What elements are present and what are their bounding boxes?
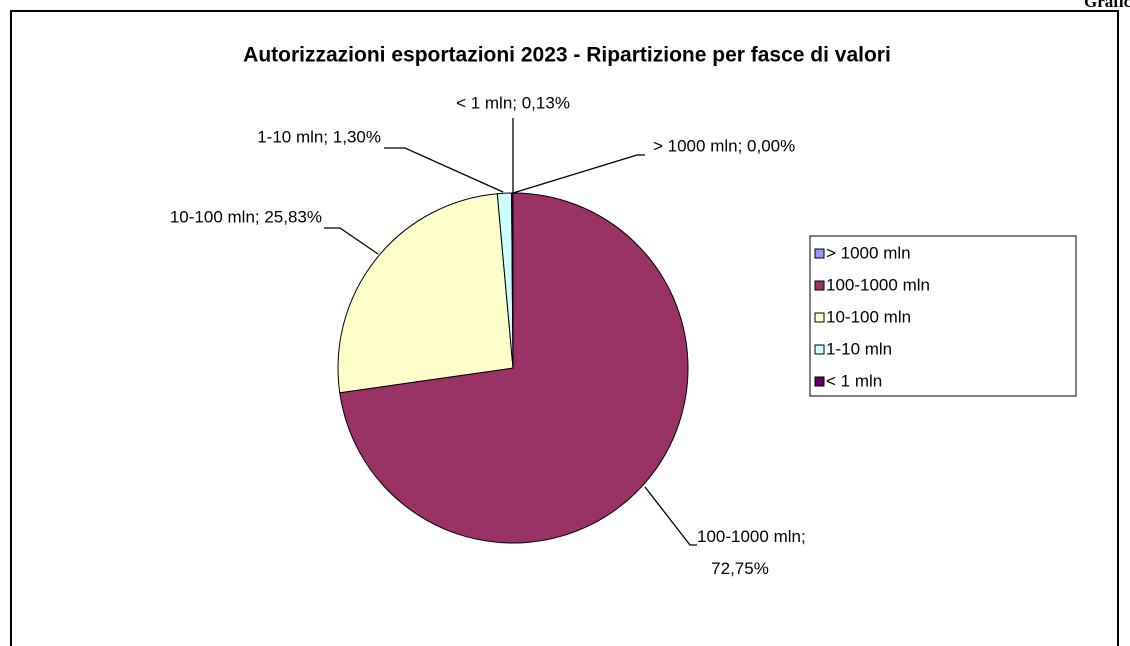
legend-label: 100-1000 mln bbox=[826, 275, 930, 294]
header: Grafico 1 bbox=[1084, 0, 1130, 11]
data-label-line: 72,75% bbox=[711, 559, 769, 578]
legend-swatch bbox=[814, 312, 825, 323]
legend-label: 10-100 mln bbox=[826, 307, 911, 326]
legend-label: > 1000 mln bbox=[826, 243, 911, 262]
legend-swatch bbox=[814, 344, 825, 355]
leader-line bbox=[512, 154, 645, 194]
data-label: < 1 mln; 0,13% bbox=[456, 93, 570, 112]
data-label: 100-1000 mln; 72,75% bbox=[697, 527, 806, 578]
legend-swatch bbox=[814, 280, 825, 291]
data-label: > 1000 mln; 0,00% bbox=[653, 136, 795, 155]
legend-label: < 1 mln bbox=[826, 371, 882, 390]
data-label-line: 100-1000 mln; bbox=[697, 527, 806, 546]
data-label: 1-10 mln; 1,30% bbox=[257, 127, 381, 146]
legend-swatch bbox=[814, 376, 825, 387]
legend-swatch bbox=[814, 248, 825, 259]
legend-label: 1-10 mln bbox=[826, 339, 892, 358]
pie-slice bbox=[339, 192, 689, 544]
data-label: 10-100 mln; 25,83% bbox=[170, 207, 322, 226]
leader-line bbox=[324, 227, 379, 255]
legend-box bbox=[809, 235, 1077, 397]
leader-line bbox=[384, 147, 504, 193]
pie-slice bbox=[337, 193, 514, 394]
chart-frame bbox=[10, 10, 1119, 646]
leader-line bbox=[644, 486, 697, 546]
chart-title: Autorizzazioni esportazioni 2023 - Ripar… bbox=[243, 44, 891, 67]
